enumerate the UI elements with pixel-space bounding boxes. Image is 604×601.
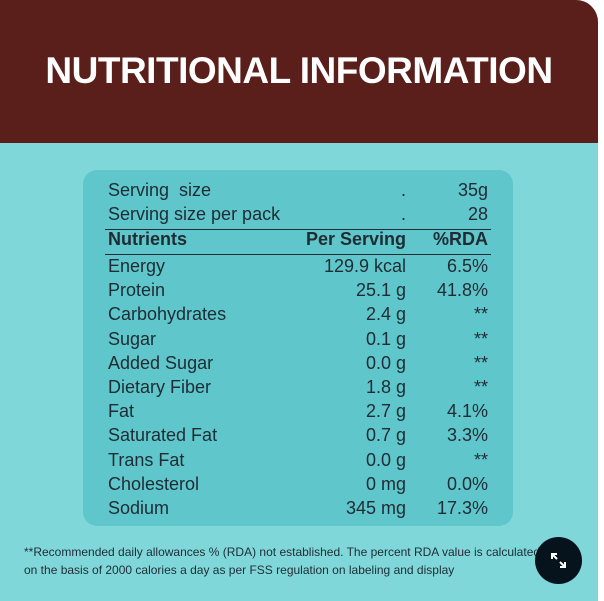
nutrient-name: Energy xyxy=(108,256,166,276)
serving-label: Serving size xyxy=(108,180,212,200)
per-serving: 2.4 g xyxy=(365,304,406,325)
serving-row: Serving size per pack. 28 xyxy=(108,204,488,228)
column-header: Per Serving xyxy=(305,229,406,249)
serving-value: 28 xyxy=(467,204,488,224)
nutrient-row: Sodium 345 mg 17.3% xyxy=(108,498,488,522)
rda: 17.3% xyxy=(436,498,488,518)
nutrient-row: Carbohydrates 2.4 g ** xyxy=(108,304,488,328)
nutrient-row: Saturated Fat 0.7 g 3.3% xyxy=(108,425,488,449)
rda: ** xyxy=(473,352,488,373)
rda: ** xyxy=(473,449,488,470)
rule xyxy=(105,229,491,230)
rda: ** xyxy=(473,328,488,349)
column-header: Nutrients xyxy=(108,229,188,249)
nutrient-name: Fat xyxy=(108,401,135,422)
nutrient-row: Fat 2.7 g 4.1% xyxy=(108,401,488,425)
rda: 4.1% xyxy=(446,401,488,422)
rda: 3.3% xyxy=(446,425,488,446)
serving-separator: . xyxy=(400,204,406,224)
per-serving: 25.1 g xyxy=(355,280,406,301)
nutrient-row: Energy 129.9 kcal 6.5% xyxy=(108,256,488,280)
nutrient-row: Trans Fat 0.0 g ** xyxy=(108,450,488,474)
nutrition-panel: Serving size. 35g Serving size per pack. 28… xyxy=(83,170,513,526)
footnote-line: **Recommended daily allowances % (RDA) n… xyxy=(24,545,541,559)
nutrient-name: Saturated Fat xyxy=(108,425,218,446)
per-serving: 129.9 kcal xyxy=(323,256,406,276)
per-serving: 0.7 g xyxy=(365,425,406,446)
nutrient-name: Sodium xyxy=(108,498,170,518)
header-band: NUTRITIONAL INFORMATION xyxy=(0,0,598,143)
rda: ** xyxy=(473,304,488,325)
nutrient-name: Added Sugar xyxy=(108,352,214,373)
table-header: Nutrients Per Serving %RDA xyxy=(108,229,488,253)
nutrient-name: Sugar xyxy=(108,328,157,349)
nutrient-row: Protein 25.1 g 41.8% xyxy=(108,280,488,304)
expand-button[interactable] xyxy=(535,537,582,584)
per-serving: 0.0 g xyxy=(365,449,406,470)
nutrient-row: Cholesterol 0 mg 0.0% xyxy=(108,474,488,498)
per-serving: 0 mg xyxy=(365,473,406,494)
nutrient-name: Protein xyxy=(108,280,166,301)
nutrient-row: Added Sugar 0.0 g ** xyxy=(108,353,488,377)
per-serving: 0.0 g xyxy=(365,352,406,373)
rule xyxy=(105,254,491,255)
rda: 6.5% xyxy=(446,256,488,276)
per-serving: 0.1 g xyxy=(365,328,406,349)
serving-value: 35g xyxy=(457,180,488,200)
footnote-line: on the basis of 2000 calories a day as p… xyxy=(24,563,455,577)
rda: ** xyxy=(473,377,488,397)
rda: 41.8% xyxy=(436,280,488,301)
nutrient-name: Carbohydrates xyxy=(108,304,227,325)
serving-row: Serving size. 35g xyxy=(108,180,488,204)
per-serving: 1.8 g xyxy=(365,377,406,397)
footnote: **Recommended daily allowances % (RDA) n… xyxy=(24,543,598,579)
per-serving: 2.7 g xyxy=(365,401,406,422)
title: NUTRITIONAL INFORMATION xyxy=(45,50,553,91)
serving-separator: . xyxy=(400,180,406,200)
column-header: %RDA xyxy=(432,229,488,249)
expand-icon xyxy=(551,553,566,568)
per-serving: 345 mg xyxy=(345,498,406,518)
nutrient-name: Trans Fat xyxy=(108,449,185,470)
nutrient-row: Sugar 0.1 g ** xyxy=(108,329,488,353)
rda: 0.0% xyxy=(446,473,488,494)
nutrient-row: Dietary Fiber 1.8 g ** xyxy=(108,377,488,401)
nutrient-name: Dietary Fiber xyxy=(108,377,212,397)
serving-label: Serving size per pack xyxy=(108,204,281,224)
nutrient-name: Cholesterol xyxy=(108,473,200,494)
